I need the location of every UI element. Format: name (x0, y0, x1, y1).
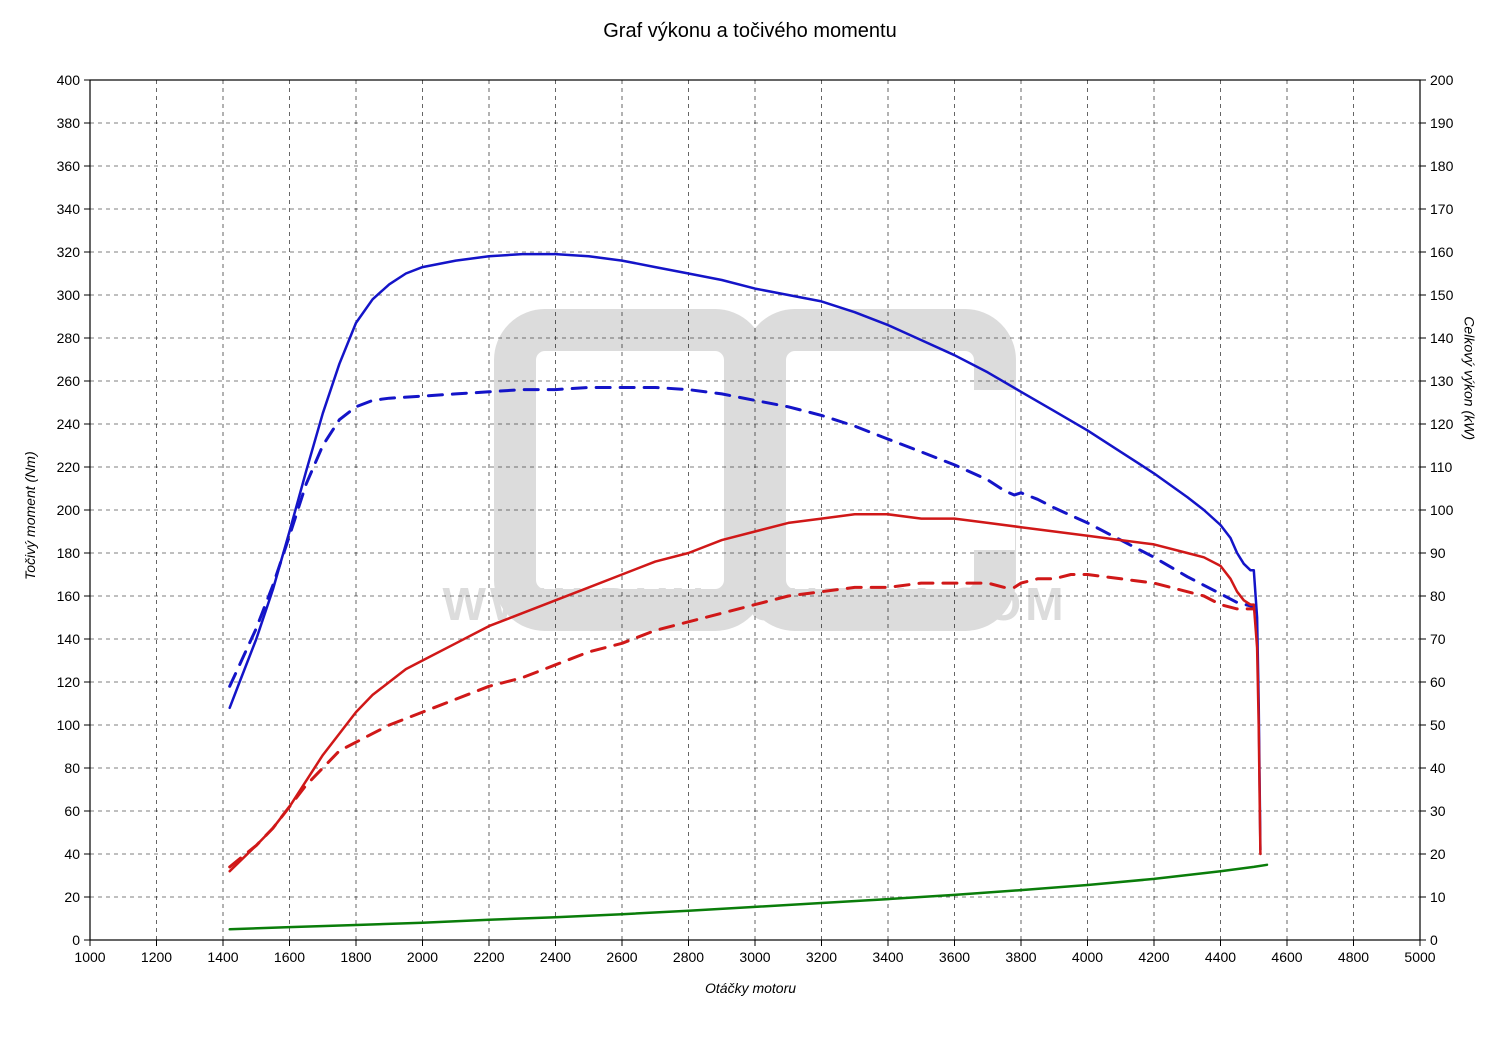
y-right-tick-label: 70 (1430, 631, 1446, 647)
x-tick-label: 1000 (74, 949, 105, 965)
x-tick-label: 4600 (1271, 949, 1302, 965)
x-tick-label: 4200 (1138, 949, 1169, 965)
y-right-tick-label: 50 (1430, 717, 1446, 733)
y-left-tick-label: 140 (57, 631, 81, 647)
y-right-tick-label: 40 (1430, 760, 1446, 776)
x-tick-label: 1600 (274, 949, 305, 965)
y-right-tick-label: 130 (1430, 373, 1454, 389)
y-left-tick-label: 300 (57, 287, 81, 303)
y-right-tick-label: 10 (1430, 889, 1446, 905)
y-left-tick-label: 160 (57, 588, 81, 604)
x-tick-label: 1400 (207, 949, 238, 965)
y-right-tick-label: 140 (1430, 330, 1454, 346)
x-tick-label: 3200 (806, 949, 837, 965)
y-right-tick-label: 60 (1430, 674, 1446, 690)
x-tick-label: 3400 (872, 949, 903, 965)
y-right-tick-label: 150 (1430, 287, 1454, 303)
x-tick-label: 3800 (1005, 949, 1036, 965)
x-tick-label: 2200 (473, 949, 504, 965)
y-left-tick-label: 80 (64, 760, 80, 776)
x-tick-label: 5000 (1404, 949, 1435, 965)
y-right-tick-label: 160 (1430, 244, 1454, 260)
x-tick-label: 3000 (739, 949, 770, 965)
y-right-tick-label: 100 (1430, 502, 1454, 518)
y-left-tick-label: 20 (64, 889, 80, 905)
y-left-tick-label: 380 (57, 115, 81, 131)
y-right-tick-label: 90 (1430, 545, 1446, 561)
x-tick-label: 2000 (407, 949, 438, 965)
y-left-tick-label: 40 (64, 846, 80, 862)
y-right-tick-label: 190 (1430, 115, 1454, 131)
y-right-tick-label: 180 (1430, 158, 1454, 174)
y-right-tick-label: 0 (1430, 932, 1438, 948)
x-tick-label: 1800 (340, 949, 371, 965)
dyno-chart: WWW.DYNOCHECK.COM10001200140016001800200… (0, 0, 1500, 1040)
y-left-tick-label: 180 (57, 545, 81, 561)
x-tick-label: 2800 (673, 949, 704, 965)
x-tick-label: 1200 (141, 949, 172, 965)
y-left-tick-label: 0 (72, 932, 80, 948)
y-left-tick-label: 360 (57, 158, 81, 174)
x-tick-label: 3600 (939, 949, 970, 965)
y-left-tick-label: 340 (57, 201, 81, 217)
y-left-tick-label: 240 (57, 416, 81, 432)
y-left-tick-label: 220 (57, 459, 81, 475)
y-left-tick-label: 200 (57, 502, 81, 518)
x-tick-label: 2400 (540, 949, 571, 965)
y-left-tick-label: 100 (57, 717, 81, 733)
y-right-tick-label: 110 (1430, 459, 1453, 475)
y-right-tick-label: 20 (1430, 846, 1446, 862)
y-left-tick-label: 280 (57, 330, 81, 346)
y-right-tick-label: 120 (1430, 416, 1454, 432)
y-left-tick-label: 400 (57, 72, 81, 88)
y-right-tick-label: 200 (1430, 72, 1454, 88)
x-tick-label: 4800 (1338, 949, 1369, 965)
x-tick-label: 2600 (606, 949, 637, 965)
y-right-tick-label: 170 (1430, 201, 1454, 217)
watermark-d-icon (515, 330, 745, 610)
y-left-tick-label: 260 (57, 373, 81, 389)
y-left-tick-label: 120 (57, 674, 81, 690)
y-right-tick-label: 30 (1430, 803, 1446, 819)
y-left-tick-label: 60 (64, 803, 80, 819)
x-tick-label: 4400 (1205, 949, 1236, 965)
y-right-tick-label: 80 (1430, 588, 1446, 604)
x-tick-label: 4000 (1072, 949, 1103, 965)
y-left-tick-label: 320 (57, 244, 81, 260)
